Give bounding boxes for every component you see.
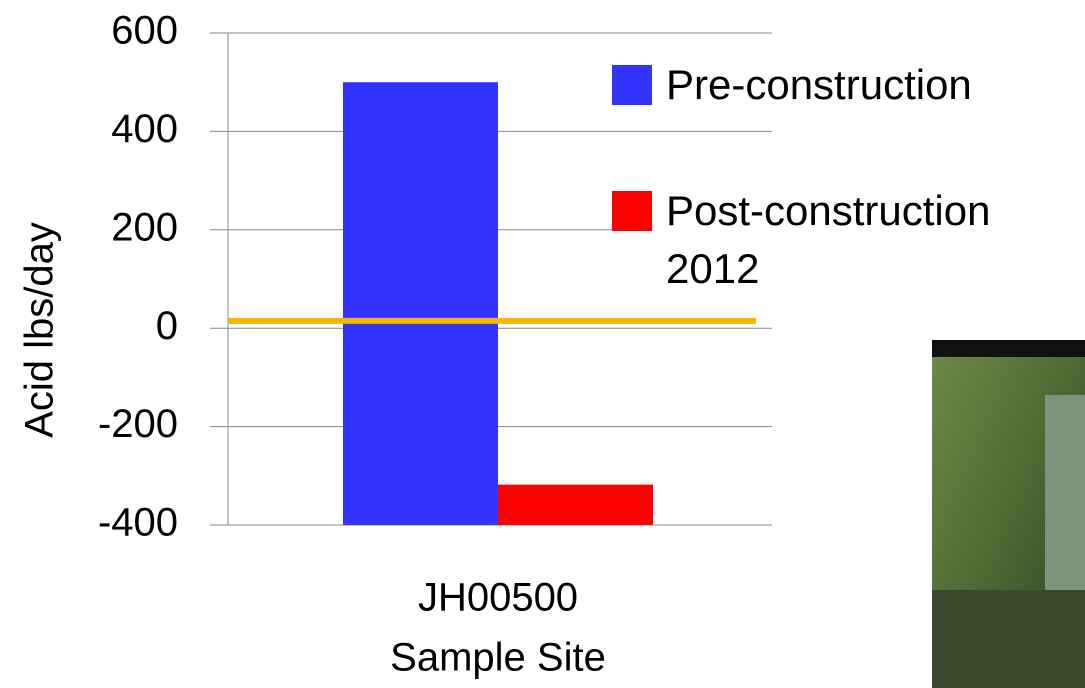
y-tick-label: -400 bbox=[98, 501, 178, 545]
legend-label: Post-construction 2012 bbox=[666, 187, 991, 292]
bar bbox=[343, 82, 498, 525]
legend-swatch bbox=[612, 65, 652, 105]
x-tick-label: JH00500 bbox=[418, 576, 578, 620]
y-tick-label: 600 bbox=[111, 9, 178, 53]
y-tick-label: 0 bbox=[156, 304, 178, 348]
photo bbox=[932, 340, 1085, 688]
legend-label: Pre-construction bbox=[666, 61, 972, 108]
bar bbox=[498, 484, 653, 525]
x-axis-title: Sample Site bbox=[390, 636, 606, 680]
legend-swatch bbox=[612, 191, 652, 231]
legend-item: Post-construction 2012 bbox=[612, 182, 1032, 298]
legend-item: Pre-construction bbox=[612, 56, 1032, 114]
y-tick-label: -200 bbox=[98, 402, 178, 446]
y-axis-title: Acid lbs/day bbox=[18, 222, 62, 438]
y-tick-label: 200 bbox=[111, 205, 178, 249]
y-tick-label: 400 bbox=[111, 107, 178, 151]
